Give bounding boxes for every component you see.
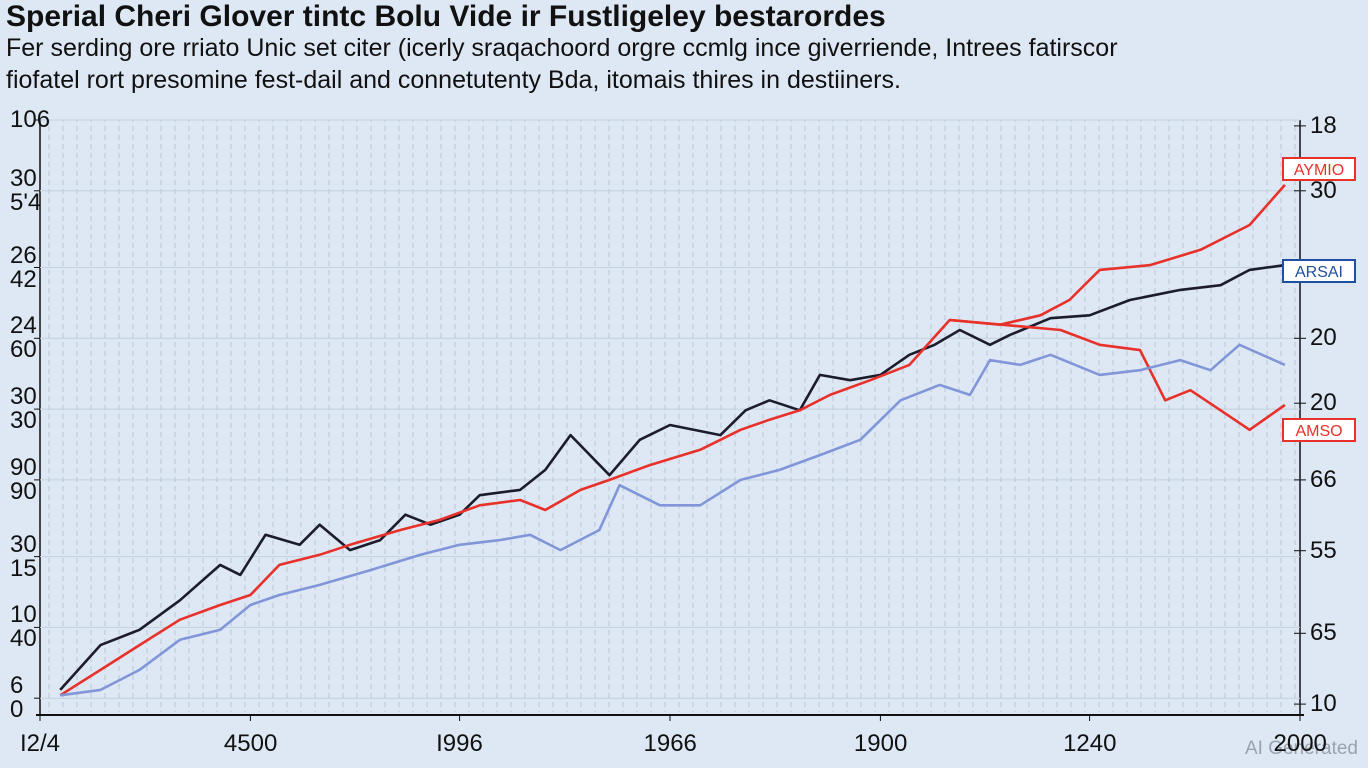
subtitle: fiofatel rort presomine fest-dail and co… bbox=[6, 66, 901, 94]
y-tick-label: 30 30 bbox=[10, 383, 37, 435]
y2-tick-label: 30 bbox=[1310, 176, 1337, 204]
series-line bbox=[60, 343, 1286, 697]
annotation: ARSAI bbox=[1282, 259, 1356, 283]
y-tick-label: 26 42 bbox=[10, 241, 37, 293]
y2-tick-label: 20 bbox=[1310, 389, 1337, 417]
x-tick-label: 1900 bbox=[853, 730, 908, 757]
y2-tick-label: 10 bbox=[1310, 690, 1337, 718]
x-tick-label: 4500 bbox=[223, 730, 278, 757]
y-tick-label: 90 90 bbox=[10, 453, 37, 505]
y-tick-label: 24 60 bbox=[10, 312, 37, 364]
annotation: AYMIO bbox=[1282, 157, 1356, 181]
y2-tick-label: 20 bbox=[1310, 324, 1337, 352]
series-line bbox=[59, 184, 1286, 697]
chart-title: Sperial Cheri Glover tintc Bolu Vide ir … bbox=[6, 0, 886, 33]
y-tick-label: 30 15 bbox=[10, 530, 37, 582]
x-tick-label: 1240 bbox=[1063, 730, 1117, 757]
x-tick-label: 2000 bbox=[1273, 730, 1327, 757]
x-tick-label: I2/4 bbox=[20, 730, 61, 757]
x-tick-label: I996 bbox=[436, 730, 483, 757]
y-tick-label: 10 40 bbox=[10, 601, 37, 653]
y-tick-label: 6 0 bbox=[10, 672, 24, 724]
watermark: AI Generated bbox=[1244, 738, 1358, 759]
y-tick-label: 106 bbox=[10, 106, 51, 133]
y2-tick-label: 65 bbox=[1310, 619, 1337, 647]
y2-tick-label: 66 bbox=[1310, 465, 1337, 493]
background-texture bbox=[42, 120, 1298, 712]
subtitle: Fer serding ore rriato Unic set citer (i… bbox=[6, 34, 1118, 62]
y2-tick-label: 18 bbox=[1310, 111, 1337, 139]
y2-tick-label: 55 bbox=[1310, 536, 1337, 564]
x-tick-label: 1966 bbox=[643, 730, 697, 757]
y-tick-label: 30 5'4 bbox=[10, 164, 42, 216]
annotation: AMSO bbox=[1282, 418, 1356, 442]
series-line bbox=[949, 318, 1286, 432]
